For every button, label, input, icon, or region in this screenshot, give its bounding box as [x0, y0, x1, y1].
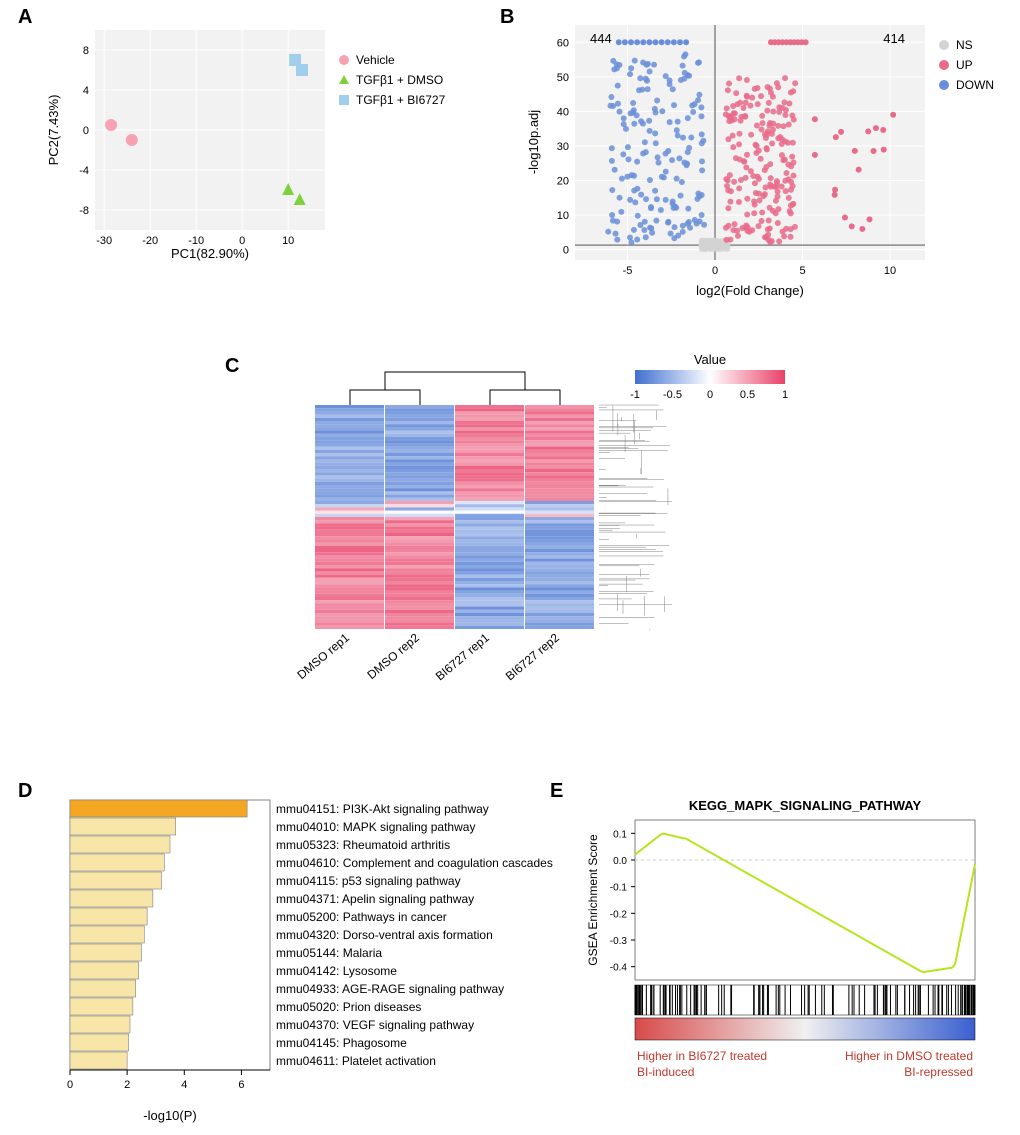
svg-text:BI6727 rep2: BI6727 rep2 [503, 630, 562, 683]
ylabel: PC2(7.43%) [46, 95, 61, 166]
svg-text:10: 10 [557, 210, 569, 222]
panel-a-label: A [18, 6, 32, 29]
svg-text:mmu04371: Apelin signaling pat: mmu04371: Apelin signaling pathway [276, 892, 474, 906]
svg-text:40: 40 [557, 106, 569, 118]
svg-text:-0.4: -0.4 [610, 963, 628, 974]
svg-text:mmu05323: Rheumatoid arthritis: mmu05323: Rheumatoid arthritis [276, 838, 450, 852]
svg-text:-8: -8 [79, 205, 89, 217]
svg-text:-0.1: -0.1 [610, 883, 628, 894]
svg-text:DMSO rep1: DMSO rep1 [294, 630, 352, 682]
label-left-top: Higher in BI6727 treated [637, 1049, 767, 1063]
svg-text:-4: -4 [79, 165, 89, 177]
label-right-bottom: BI-repressed [904, 1065, 973, 1079]
svg-text:0: 0 [67, 1079, 73, 1091]
ylabel: -log10p.adj [526, 110, 541, 174]
svg-text:0: 0 [712, 265, 718, 277]
svg-text:mmu04610: Complement and coagu: mmu04610: Complement and coagulation cas… [276, 856, 553, 870]
svg-text:4: 4 [83, 85, 89, 97]
svg-text:6: 6 [238, 1079, 244, 1091]
label-left-bottom: BI-induced [637, 1065, 694, 1079]
xlabel: PC1(82.90%) [171, 246, 249, 261]
svg-text:8: 8 [83, 45, 89, 57]
svg-text:-5: -5 [623, 265, 633, 277]
up-count: 414 [883, 31, 905, 46]
svg-text:10: 10 [884, 265, 896, 277]
svg-text:TGFβ1 + DMSO: TGFβ1 + DMSO [356, 73, 443, 87]
svg-text:60: 60 [557, 37, 569, 49]
svg-text:5: 5 [799, 265, 805, 277]
gradient-band [635, 1018, 975, 1040]
svg-text:BI6727 rep1: BI6727 rep1 [433, 630, 492, 683]
gsea-plot-area [635, 820, 975, 980]
svg-text:50: 50 [557, 72, 569, 84]
svg-text:10: 10 [282, 235, 294, 247]
svg-text:-0.3: -0.3 [610, 936, 628, 947]
panel-a-scatter: -30-20-10010-8-4048 PC1(82.90%) PC2(7.43… [40, 20, 450, 280]
svg-text:mmu04145: Phagosome: mmu04145: Phagosome [276, 1036, 407, 1050]
svg-text:Vehicle: Vehicle [356, 53, 395, 67]
svg-text:mmu04933: AGE-RAGE signaling p: mmu04933: AGE-RAGE signaling pathway [276, 982, 504, 996]
svg-text:30: 30 [557, 141, 569, 153]
svg-text:-0.5: -0.5 [663, 389, 682, 401]
panel-b-volcano: -5 0 5 10 0 10 20 30 40 50 60 444 414 log2(Fold Ch… [520, 15, 1020, 315]
panel-e-gsea: KEGG_MAPK_SIGNALING_PATHWAY 0.1 0.0 -0.1 -0… [575, 790, 1005, 1120]
panel-b-label: B [500, 6, 514, 29]
svg-text:mmu04010: MAPK signaling pathw: mmu04010: MAPK signaling pathway [276, 820, 475, 834]
panel-c-label: C [225, 355, 239, 378]
xlabel: log2(Fold Change) [696, 283, 804, 298]
svg-text:mmu04611: Platelet activation: mmu04611: Platelet activation [276, 1054, 436, 1068]
svg-text:20: 20 [557, 176, 569, 188]
svg-text:-1: -1 [630, 389, 640, 401]
svg-text:4: 4 [181, 1079, 187, 1091]
svg-text:0.0: 0.0 [613, 856, 627, 867]
down-count: 444 [590, 31, 612, 46]
heatmap-legend-bar [635, 370, 785, 384]
ylabel: GSEA Enrichment Score [586, 834, 600, 966]
svg-text:NS: NS [956, 38, 973, 52]
svg-text:mmu04320: Dorso-ventral axis f: mmu04320: Dorso-ventral axis formation [276, 928, 493, 942]
svg-text:mmu04115: p53 signaling pathwa: mmu04115: p53 signaling pathway [276, 874, 461, 888]
xlabel: -log10(P) [143, 1108, 196, 1123]
svg-text:DOWN: DOWN [956, 78, 994, 92]
panel-c-heatmap: DMSO rep1DMSO rep2BI6727 rep1BI6727 rep2… [255, 350, 855, 750]
svg-text:mmu04370: VEGF signaling pathw: mmu04370: VEGF signaling pathway [276, 1018, 474, 1032]
svg-text:0: 0 [563, 245, 569, 257]
panel-e-label: E [550, 780, 563, 803]
svg-text:mmu05144: Malaria: mmu05144: Malaria [276, 946, 382, 960]
svg-text:0: 0 [707, 389, 713, 401]
panel-d-bars: mmu04151: PI3K-Akt signaling pathway mmu0… [40, 790, 580, 1130]
svg-text:mmu04151: PI3K-Akt signaling p: mmu04151: PI3K-Akt signaling pathway [276, 802, 489, 816]
svg-text:-0.2: -0.2 [610, 909, 628, 920]
svg-text:mmu05200: Pathways in cancer: mmu05200: Pathways in cancer [276, 910, 447, 924]
svg-text:0: 0 [83, 125, 89, 137]
svg-text:0.5: 0.5 [740, 389, 755, 401]
panel-d-label: D [18, 780, 32, 803]
svg-text:0.1: 0.1 [613, 829, 627, 840]
gsea-title: KEGG_MAPK_SIGNALING_PATHWAY [689, 798, 922, 813]
svg-text:-20: -20 [142, 235, 158, 247]
svg-text:2: 2 [124, 1079, 130, 1091]
svg-text:mmu05020: Prion diseases: mmu05020: Prion diseases [276, 1000, 421, 1014]
svg-text:mmu04142: Lysosome: mmu04142: Lysosome [276, 964, 397, 978]
svg-text:DMSO rep2: DMSO rep2 [364, 630, 422, 682]
legend-title: Value [694, 352, 726, 367]
svg-text:UP: UP [956, 58, 973, 72]
svg-text:-30: -30 [96, 235, 112, 247]
dendrogram-top [350, 372, 560, 405]
svg-text:TGFβ1 + BI6727: TGFβ1 + BI6727 [356, 93, 446, 107]
label-right-top: Higher in DMSO treated [845, 1049, 973, 1063]
svg-text:1: 1 [782, 389, 788, 401]
